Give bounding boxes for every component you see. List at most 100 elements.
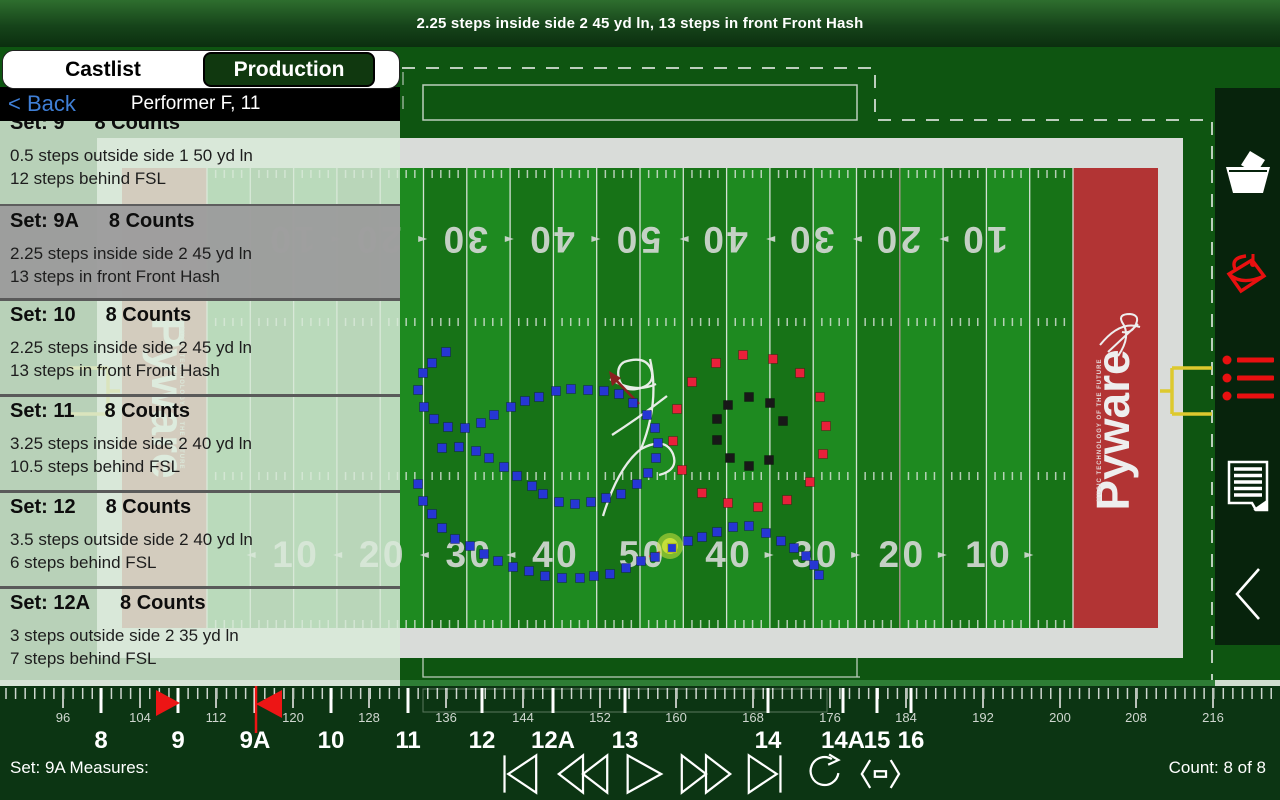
performer-dot-blue[interactable] xyxy=(429,414,439,424)
performer-dot-blue[interactable] xyxy=(538,489,548,499)
performer-dot-blue[interactable] xyxy=(761,528,771,538)
performer-dot-blue[interactable] xyxy=(512,471,522,481)
basket-icon[interactable] xyxy=(1223,150,1273,203)
performer-dot-blue[interactable] xyxy=(643,468,653,478)
performer-dot-blue[interactable] xyxy=(460,423,470,433)
performer-dot-blue[interactable] xyxy=(551,386,561,396)
performer-dot-blue[interactable] xyxy=(728,522,738,532)
performer-dot-blue[interactable] xyxy=(570,499,580,509)
performer-dot-blue[interactable] xyxy=(651,453,661,463)
performer-dot-blue[interactable] xyxy=(441,347,451,357)
performer-dot-blue[interactable] xyxy=(418,368,428,378)
set-row[interactable]: Set: 12 8 Counts 3.5 steps outside side 2 … xyxy=(0,490,400,588)
performer-dot-blue[interactable] xyxy=(650,552,660,562)
performer-dot-blue[interactable] xyxy=(534,392,544,402)
red-list-icon[interactable] xyxy=(1222,354,1274,409)
set-row[interactable]: Set: 10 8 Counts 2.25 steps inside side 2 … xyxy=(0,298,400,396)
skip-start-button[interactable] xyxy=(498,751,543,797)
performer-dot-blue[interactable] xyxy=(427,358,437,368)
performer-dot-blue[interactable] xyxy=(489,410,499,420)
performer-dot-red[interactable] xyxy=(821,421,831,431)
performer-dot-blue[interactable] xyxy=(636,556,646,566)
performer-dot-red[interactable] xyxy=(723,498,733,508)
performer-dot-blue[interactable] xyxy=(520,396,530,406)
performer-dot-red[interactable] xyxy=(687,377,697,387)
performer-dot-blue[interactable] xyxy=(575,573,585,583)
performer-dot-red[interactable] xyxy=(668,436,678,446)
performer-dot-blue[interactable] xyxy=(776,536,786,546)
performer-dot-blue[interactable] xyxy=(642,410,652,420)
performer-dot-blue[interactable] xyxy=(683,536,693,546)
performer-dot-blue[interactable] xyxy=(479,549,489,559)
performer-dot-black[interactable] xyxy=(744,392,754,402)
performer-dot-black[interactable] xyxy=(765,398,775,408)
set-row[interactable]: Set: 9A 8 Counts 2.25 steps inside side 2 … xyxy=(0,204,400,300)
performer-dot-red[interactable] xyxy=(672,404,682,414)
performer-dot-blue[interactable] xyxy=(616,489,626,499)
performer-dot-blue[interactable] xyxy=(437,523,447,533)
performer-dot-red[interactable] xyxy=(782,495,792,505)
performer-dot-blue[interactable] xyxy=(712,527,722,537)
performer-dot-red[interactable] xyxy=(711,358,721,368)
paint-bucket-icon[interactable] xyxy=(1222,246,1274,303)
performer-dot-red[interactable] xyxy=(753,502,763,512)
performer-dot-black[interactable] xyxy=(778,416,788,426)
loop-button[interactable] xyxy=(803,751,846,797)
performer-dot-blue[interactable] xyxy=(632,479,642,489)
tab-production[interactable]: Production xyxy=(203,52,375,87)
count-span-button[interactable] xyxy=(859,751,902,797)
set-row[interactable]: Set: 11 8 Counts 3.25 steps inside side 2 … xyxy=(0,394,400,492)
back-chevron-icon[interactable] xyxy=(1234,566,1262,627)
performer-dot-blue[interactable] xyxy=(809,560,819,570)
performer-dot-blue[interactable] xyxy=(437,443,447,453)
performer-dot-blue[interactable] xyxy=(621,563,631,573)
fast-forward-button[interactable] xyxy=(679,751,733,797)
performer-dot-blue[interactable] xyxy=(697,532,707,542)
performer-dot-blue[interactable] xyxy=(454,442,464,452)
tab-castlist[interactable]: Castlist xyxy=(3,51,203,88)
performer-dot-blue[interactable] xyxy=(566,384,576,394)
performer-dot-blue[interactable] xyxy=(506,402,516,412)
performer-dot-blue[interactable] xyxy=(801,551,811,561)
set-row[interactable]: Set: 12A 8 Counts 3 steps outside side 2 3… xyxy=(0,586,400,680)
performer-dot-blue[interactable] xyxy=(605,569,615,579)
performer-dot-blue[interactable] xyxy=(476,418,486,428)
performer-dot-blue[interactable] xyxy=(508,562,518,572)
performer-dot-blue[interactable] xyxy=(557,573,567,583)
performer-dot-blue[interactable] xyxy=(789,543,799,553)
performer-dot-red[interactable] xyxy=(795,368,805,378)
rewind-button[interactable] xyxy=(556,751,610,797)
skip-end-button[interactable] xyxy=(746,751,791,797)
performer-dot-black[interactable] xyxy=(725,453,735,463)
performer-dot-blue[interactable] xyxy=(493,556,503,566)
performer-dot-blue[interactable] xyxy=(471,446,481,456)
performer-dot-black[interactable] xyxy=(723,400,733,410)
performer-dot-blue[interactable] xyxy=(413,479,423,489)
performer-dot-blue[interactable] xyxy=(540,571,550,581)
performer-dot-blue[interactable] xyxy=(443,422,453,432)
performer-dot-blue[interactable] xyxy=(589,571,599,581)
performer-dot-red[interactable] xyxy=(805,477,815,487)
performer-dot-blue[interactable] xyxy=(650,423,660,433)
performer-dot-blue[interactable] xyxy=(427,509,437,519)
performer-dot-red[interactable] xyxy=(818,449,828,459)
loop-end-marker[interactable] xyxy=(256,690,282,718)
play-button[interactable] xyxy=(623,751,666,797)
performer-dot-red[interactable] xyxy=(738,350,748,360)
performer-dot-black[interactable] xyxy=(764,455,774,465)
loop-start-marker[interactable] xyxy=(156,690,180,716)
performer-dot-black[interactable] xyxy=(744,461,754,471)
performer-dot-blue[interactable] xyxy=(450,534,460,544)
back-button[interactable]: < Back xyxy=(8,91,76,116)
performer-dot-blue[interactable] xyxy=(814,570,824,580)
performer-dot-blue[interactable] xyxy=(599,386,609,396)
performer-dot-blue[interactable] xyxy=(527,481,537,491)
performer-dot-red[interactable] xyxy=(677,465,687,475)
performer-dot-blue[interactable] xyxy=(484,453,494,463)
performer-dot-blue[interactable] xyxy=(653,438,663,448)
measure-ruler[interactable]: 96 104 112 120 128 136 144 152 160 168 176 184 192 20… xyxy=(0,686,1280,750)
performer-dot-red[interactable] xyxy=(697,488,707,498)
performer-dot-blue[interactable] xyxy=(418,496,428,506)
